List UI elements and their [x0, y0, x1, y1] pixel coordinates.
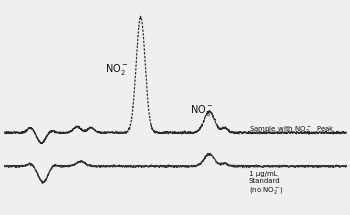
Text: NO$_3^-$: NO$_3^-$: [190, 103, 214, 118]
Text: NO$_2^-$: NO$_2^-$: [105, 62, 128, 77]
Text: 1 μg/mL
Standard
(no NO$_2^-$): 1 μg/mL Standard (no NO$_2^-$): [249, 171, 284, 196]
Text: Sample with NO$_2^-$  Peak: Sample with NO$_2^-$ Peak: [249, 124, 335, 135]
